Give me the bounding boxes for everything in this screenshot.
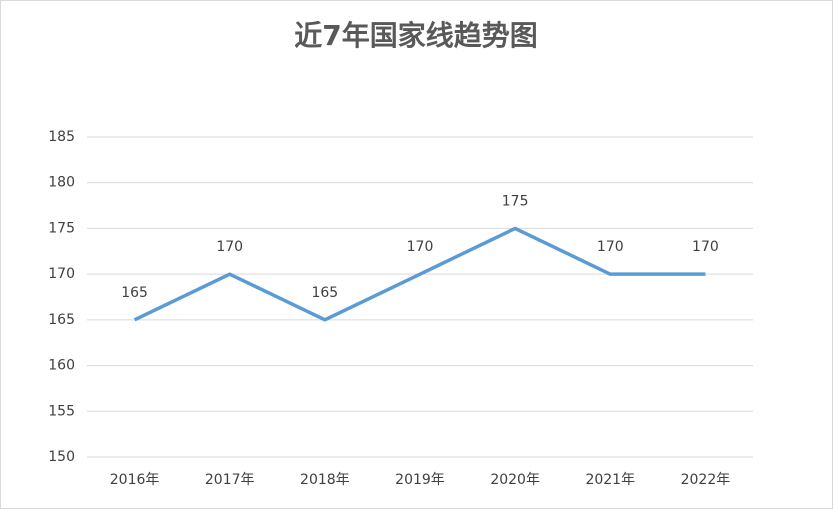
x-tick-label: 2018年: [300, 472, 350, 488]
x-tick-label: 2019年: [395, 472, 445, 488]
x-tick-label: 2020年: [490, 472, 540, 488]
x-tick-label: 2022年: [681, 472, 731, 488]
x-tick-label: 2017年: [205, 472, 255, 488]
data-label: 165: [311, 285, 338, 301]
y-tick-label: 165: [48, 312, 75, 328]
line-series: [133, 226, 706, 322]
x-tick-label: 2016年: [110, 472, 160, 488]
data-label: 170: [216, 239, 243, 255]
chart-title: 近7年国家线趋势图: [294, 19, 537, 52]
x-tick-label: 2021年: [585, 472, 635, 488]
data-label: 170: [407, 239, 434, 255]
data-label: 165: [121, 285, 148, 301]
data-label: 175: [502, 193, 529, 209]
data-label: 170: [597, 239, 624, 255]
y-tick-label: 175: [48, 220, 75, 236]
y-tick-label: 155: [48, 403, 75, 419]
y-tick-label: 150: [48, 449, 75, 465]
data-label: 170: [692, 239, 719, 255]
y-tick-label: 160: [48, 358, 75, 374]
y-tick-label: 185: [48, 129, 75, 145]
y-tick-label: 180: [48, 175, 75, 191]
y-tick-label: 170: [48, 266, 75, 282]
